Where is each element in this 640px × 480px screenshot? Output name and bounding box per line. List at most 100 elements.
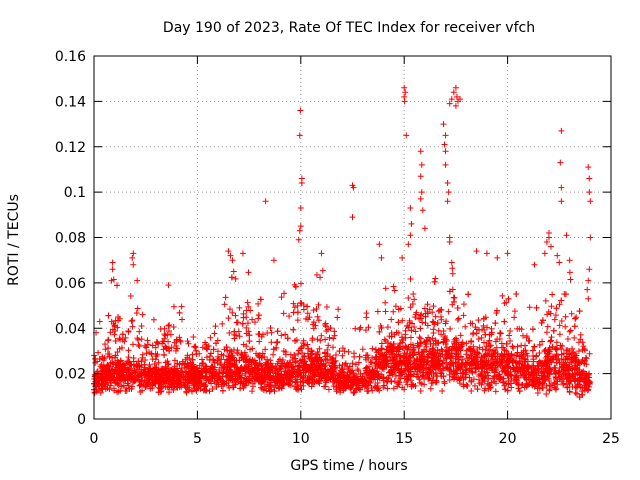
data-point bbox=[547, 337, 554, 344]
data-point bbox=[339, 361, 346, 368]
data-point bbox=[498, 356, 505, 363]
data-point bbox=[500, 379, 507, 386]
data-point bbox=[299, 349, 306, 356]
data-point bbox=[268, 329, 275, 336]
data-point bbox=[308, 383, 315, 390]
data-point bbox=[277, 375, 284, 382]
data-point bbox=[293, 379, 300, 386]
data-point bbox=[279, 381, 286, 388]
data-point bbox=[238, 374, 245, 381]
data-point bbox=[262, 367, 269, 374]
data-point bbox=[521, 374, 528, 381]
data-point bbox=[374, 308, 381, 315]
data-point bbox=[309, 376, 316, 383]
data-point bbox=[190, 361, 197, 368]
data-point bbox=[194, 367, 201, 374]
data-point bbox=[171, 339, 178, 346]
data-point bbox=[419, 349, 426, 356]
data-point bbox=[552, 345, 559, 352]
data-point bbox=[128, 318, 135, 325]
data-point bbox=[378, 254, 385, 261]
data-point bbox=[514, 360, 521, 367]
data-point bbox=[313, 306, 320, 313]
data-point bbox=[201, 381, 208, 388]
data-point bbox=[418, 189, 425, 196]
data-point bbox=[166, 389, 173, 396]
data-point bbox=[153, 353, 160, 360]
data-point bbox=[402, 367, 409, 374]
data-point bbox=[129, 341, 136, 348]
data-point bbox=[215, 375, 222, 382]
data-point bbox=[556, 301, 563, 308]
data-point bbox=[133, 309, 140, 316]
data-point bbox=[375, 361, 382, 368]
data-point bbox=[439, 387, 446, 394]
data-point bbox=[279, 357, 286, 364]
data-point bbox=[198, 356, 205, 363]
data-point bbox=[246, 338, 253, 345]
data-point bbox=[520, 373, 527, 380]
data-point bbox=[290, 309, 297, 316]
data-point bbox=[424, 353, 431, 360]
data-point bbox=[365, 379, 372, 386]
data-point bbox=[113, 376, 120, 383]
data-point bbox=[318, 375, 325, 382]
data-point bbox=[344, 372, 351, 379]
data-point bbox=[523, 350, 530, 357]
data-point bbox=[134, 305, 141, 312]
data-point bbox=[452, 84, 459, 91]
data-point bbox=[421, 225, 428, 232]
data-point bbox=[350, 370, 357, 377]
data-point bbox=[448, 347, 455, 354]
data-point bbox=[421, 381, 428, 388]
data-point bbox=[539, 379, 546, 386]
data-point bbox=[472, 368, 479, 375]
data-point bbox=[249, 316, 256, 323]
data-point bbox=[226, 352, 233, 359]
data-point bbox=[208, 380, 215, 387]
data-point bbox=[436, 350, 443, 357]
data-point bbox=[583, 374, 590, 381]
data-point bbox=[134, 335, 141, 342]
data-point bbox=[545, 308, 552, 315]
data-point bbox=[492, 320, 499, 327]
data-point bbox=[331, 328, 338, 335]
data-point bbox=[137, 388, 144, 395]
data-point bbox=[501, 347, 508, 354]
data-point bbox=[457, 374, 464, 381]
data-point bbox=[513, 290, 520, 297]
data-point bbox=[255, 315, 262, 322]
data-point bbox=[362, 382, 369, 389]
data-point bbox=[480, 322, 487, 329]
data-point bbox=[382, 299, 389, 306]
data-point bbox=[430, 371, 437, 378]
data-point bbox=[475, 317, 482, 324]
data-point bbox=[443, 318, 450, 325]
tick-labels: 0 0.02 0.04 0.06 0.08 0.1 0.12 0.14 0.16 0 5 10 15 20… bbox=[55, 49, 620, 447]
data-point bbox=[270, 351, 277, 358]
data-point bbox=[298, 175, 305, 182]
data-point bbox=[456, 377, 463, 384]
y-tick-label: 0.1 bbox=[64, 185, 86, 201]
data-point bbox=[571, 365, 578, 372]
data-point bbox=[321, 372, 328, 379]
data-point bbox=[443, 355, 450, 362]
data-point bbox=[369, 370, 376, 377]
data-point bbox=[511, 308, 518, 315]
data-point bbox=[110, 385, 117, 392]
data-point bbox=[430, 326, 437, 333]
data-point bbox=[219, 320, 226, 327]
data-point bbox=[580, 343, 587, 350]
data-point bbox=[492, 338, 499, 345]
data-point bbox=[449, 265, 456, 272]
data-point bbox=[422, 320, 429, 327]
data-point bbox=[579, 384, 586, 391]
data-point bbox=[262, 198, 269, 205]
data-point bbox=[401, 98, 408, 105]
data-point bbox=[157, 388, 164, 395]
data-point bbox=[545, 369, 552, 376]
data-point bbox=[155, 374, 162, 381]
data-point bbox=[316, 345, 323, 352]
data-point bbox=[493, 344, 500, 351]
data-point bbox=[299, 356, 306, 363]
